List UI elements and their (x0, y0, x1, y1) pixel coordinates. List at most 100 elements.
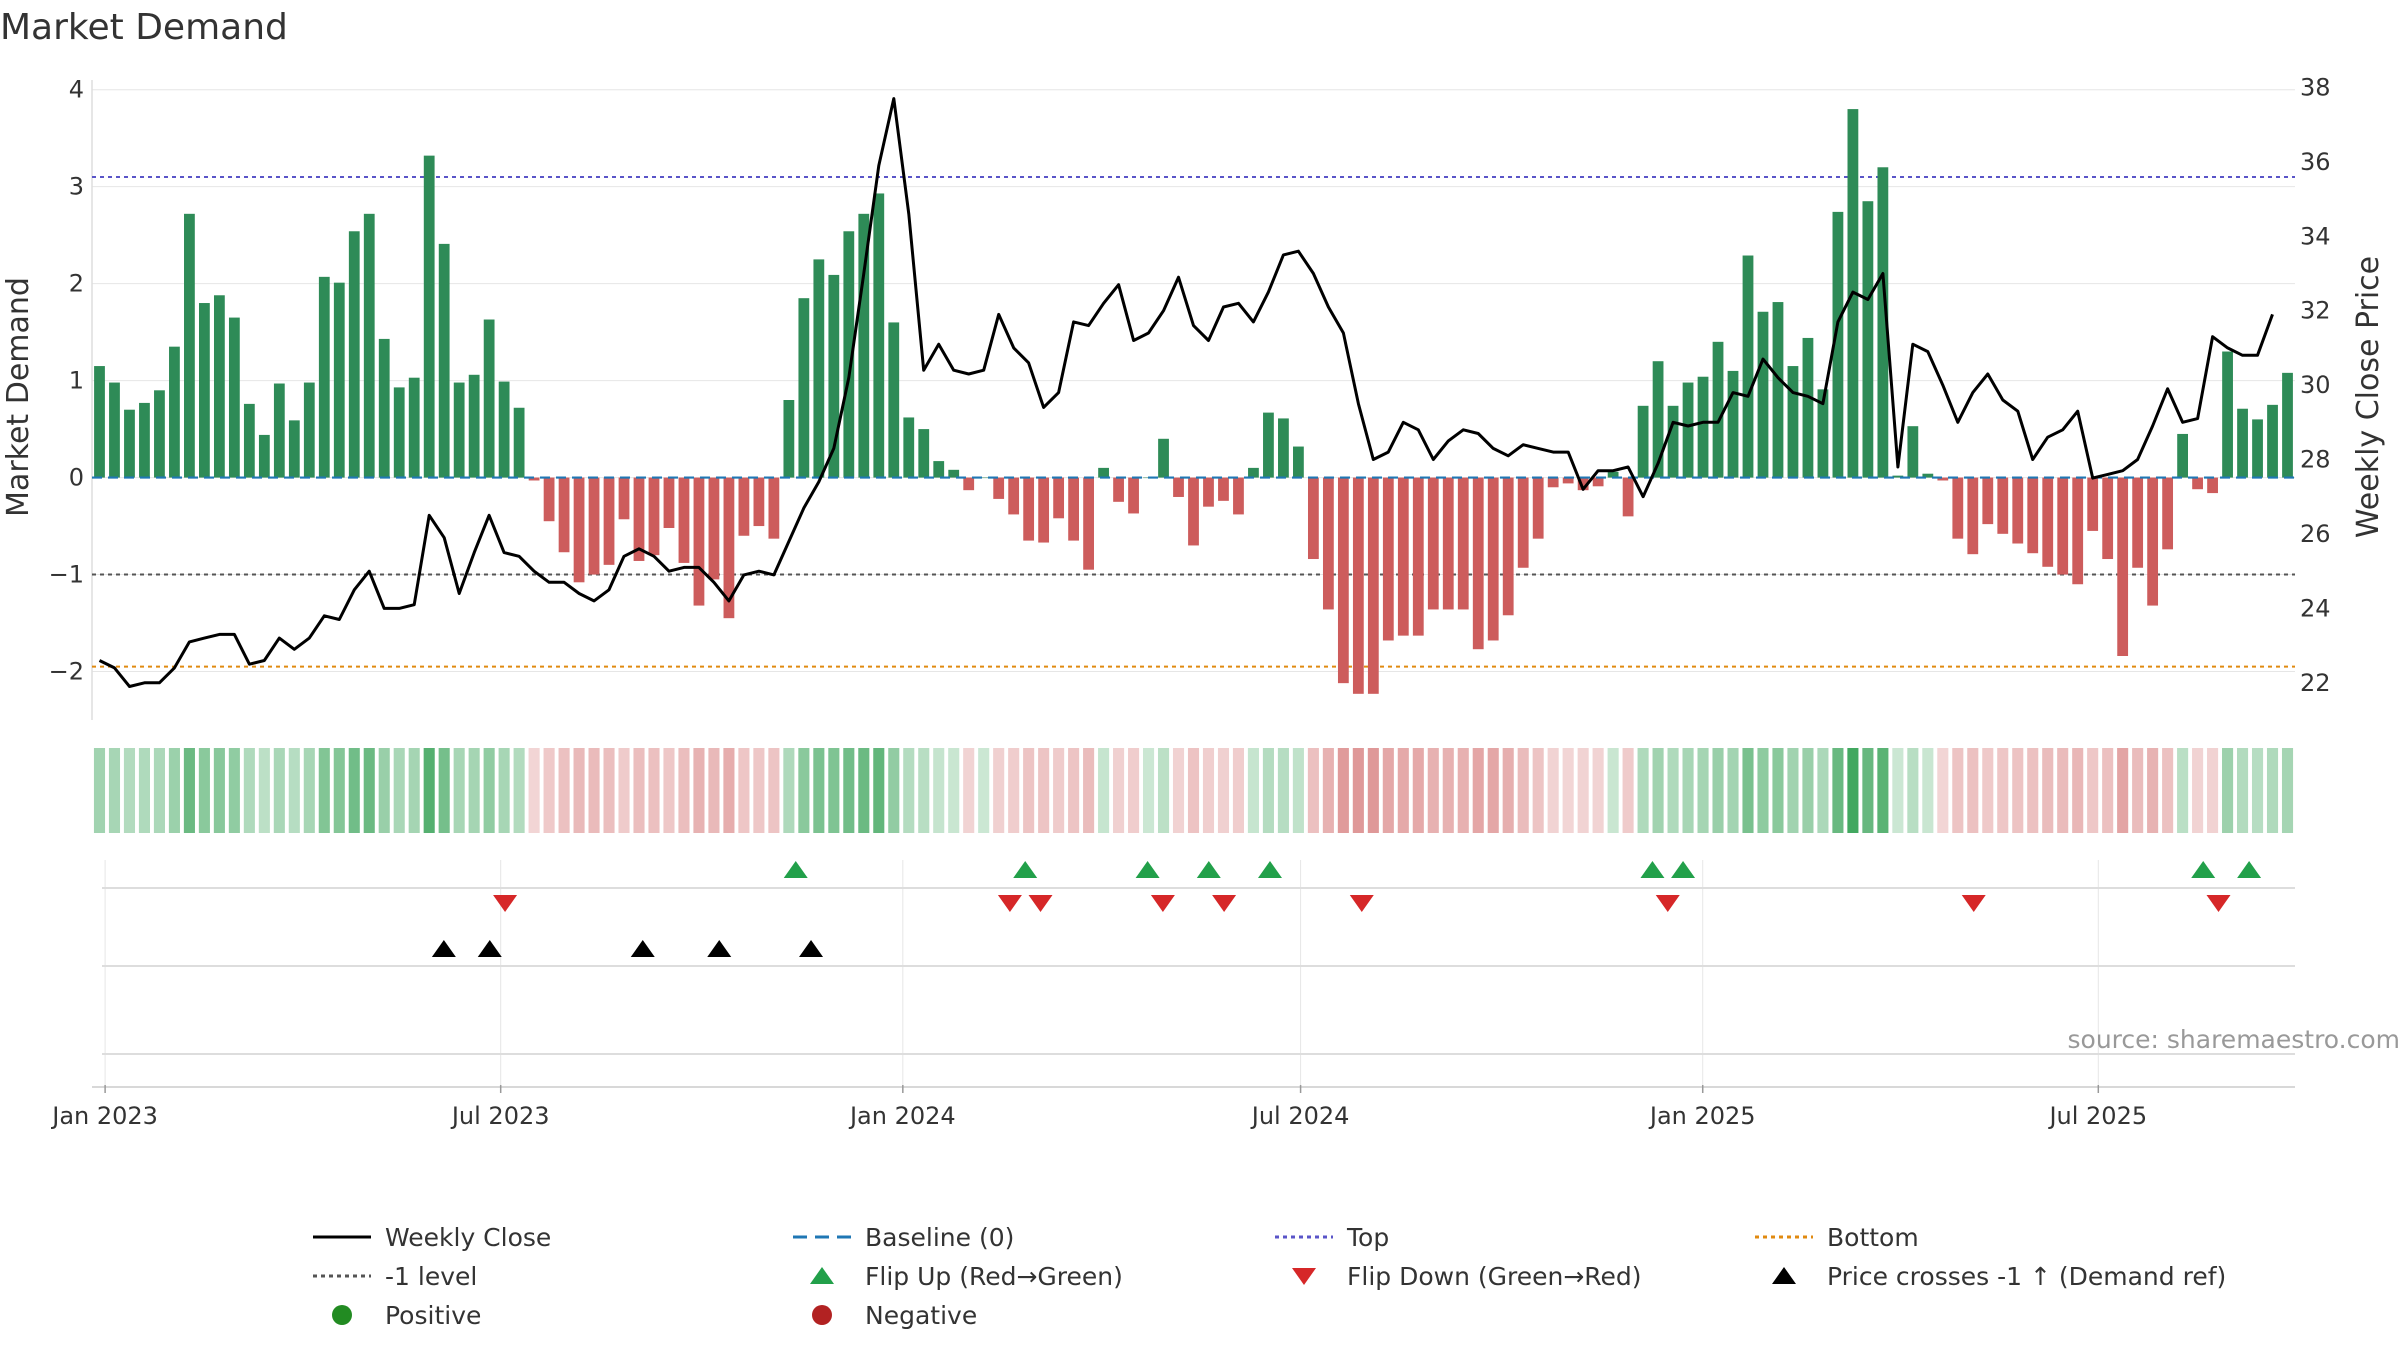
heat-cell (663, 748, 675, 833)
demand-bar (1128, 477, 1139, 514)
demand-bar (1412, 477, 1424, 636)
heat-cell (108, 748, 121, 833)
price-cross-marker (431, 940, 456, 957)
heat-cell (1217, 748, 1230, 833)
demand-bar (2162, 477, 2174, 550)
y-axis-left-label: Market Demand (1, 277, 36, 517)
demand-bar (1817, 389, 1829, 478)
heat-cell (1382, 748, 1394, 833)
demand-bar (1442, 477, 1454, 610)
heat-cell (1322, 748, 1334, 833)
heat-cell (1547, 748, 1559, 833)
demand-bar (1113, 477, 1124, 502)
demand-bar (1098, 467, 1109, 478)
demand-bar (2252, 419, 2263, 478)
heat-cell (258, 748, 270, 833)
heat-cell (1697, 748, 1709, 833)
demand-bar (184, 213, 195, 478)
heat-cell (2237, 748, 2249, 833)
legend-label: Price crosses -1 ↑ (Demand ref) (1827, 1262, 2226, 1291)
legend-item: Top (1275, 1223, 1389, 1252)
heat-cell (2102, 748, 2114, 833)
demand-bar (723, 477, 735, 619)
y-tick-left: 3 (69, 173, 84, 201)
demand-bar (573, 477, 585, 583)
heat-cell (2251, 748, 2264, 833)
heat-cell (1038, 748, 1050, 833)
heat-cell (2027, 748, 2039, 833)
heat-cell (2147, 748, 2159, 833)
flip-down-marker (997, 895, 1022, 912)
demand-bar (753, 477, 765, 527)
demand-bar (1322, 477, 1334, 610)
heat-cell (1128, 748, 1140, 833)
demand-bar (288, 420, 300, 478)
demand-bar (843, 231, 855, 478)
heat-cell (693, 748, 705, 833)
heat-cell (528, 748, 540, 833)
heat-cell (603, 748, 615, 833)
heat-cell (2132, 748, 2144, 833)
flip-down-marker (1150, 895, 1175, 912)
heat-cell (2162, 748, 2174, 833)
heat-cell (933, 748, 945, 833)
demand-bar (1023, 477, 1035, 541)
source-label: source: sharemaestro.com (2068, 1025, 2400, 1054)
heat-cell (1502, 748, 1514, 833)
heat-cell (1008, 748, 1020, 833)
heat-cell (1307, 748, 1319, 833)
demand-bar (1802, 337, 1814, 478)
heat-cell (1142, 748, 1155, 833)
demand-bar (963, 477, 975, 491)
demand-bar (2012, 477, 2024, 544)
y-tick-left: −2 (49, 658, 84, 686)
demand-bar (708, 477, 720, 580)
heat-cell (1997, 748, 2009, 833)
demand-bar (438, 243, 450, 478)
demand-bar (1158, 438, 1169, 478)
y-tick-left: 2 (69, 270, 84, 298)
heat-cell (123, 748, 136, 833)
demand-bar (888, 322, 900, 478)
demand-bar (768, 477, 780, 539)
demand-bar (2237, 408, 2248, 478)
heat-cell (1847, 748, 1859, 833)
heat-cell (1652, 748, 1664, 833)
demand-bar (2207, 477, 2218, 494)
y-tick-right: 32 (2300, 297, 2331, 325)
heat-cell (1397, 748, 1409, 833)
demand-bar (318, 276, 330, 478)
flip-down-marker (2206, 895, 2231, 912)
heat-cell (1637, 748, 1649, 833)
demand-bar (1532, 477, 1544, 539)
demand-bar (1607, 471, 1619, 478)
demand-bar (243, 403, 255, 478)
demand-bar (124, 409, 135, 478)
x-tick-label: Jan 2025 (1648, 1102, 1756, 1130)
heat-cell (558, 748, 570, 833)
heat-cell (723, 748, 735, 833)
demand-bar (1862, 201, 1874, 478)
heat-cell (873, 748, 885, 833)
heat-cell (153, 748, 165, 833)
demand-bar (453, 382, 465, 478)
legend-swatch-triangle (810, 1267, 834, 1284)
demand-bar (978, 477, 990, 479)
heat-cell (963, 748, 975, 833)
x-tick-label: Jul 2024 (1250, 1102, 1350, 1130)
heat-cell (633, 748, 645, 833)
demand-bar (1547, 477, 1559, 488)
heat-cell (1472, 748, 1484, 833)
demand-bar (1757, 311, 1769, 478)
demand-bar (2072, 477, 2084, 585)
heat-cell (333, 748, 345, 833)
demand-bar (303, 382, 315, 478)
demand-bar (1218, 477, 1229, 501)
heat-cell (1772, 748, 1784, 833)
flip-down-marker (1212, 895, 1237, 912)
heat-cell (1892, 748, 1904, 833)
flip-up-marker (2237, 861, 2262, 878)
heat-cell (1352, 748, 1364, 833)
y-tick-left: 0 (69, 464, 84, 492)
legend-label: Bottom (1827, 1223, 1919, 1252)
